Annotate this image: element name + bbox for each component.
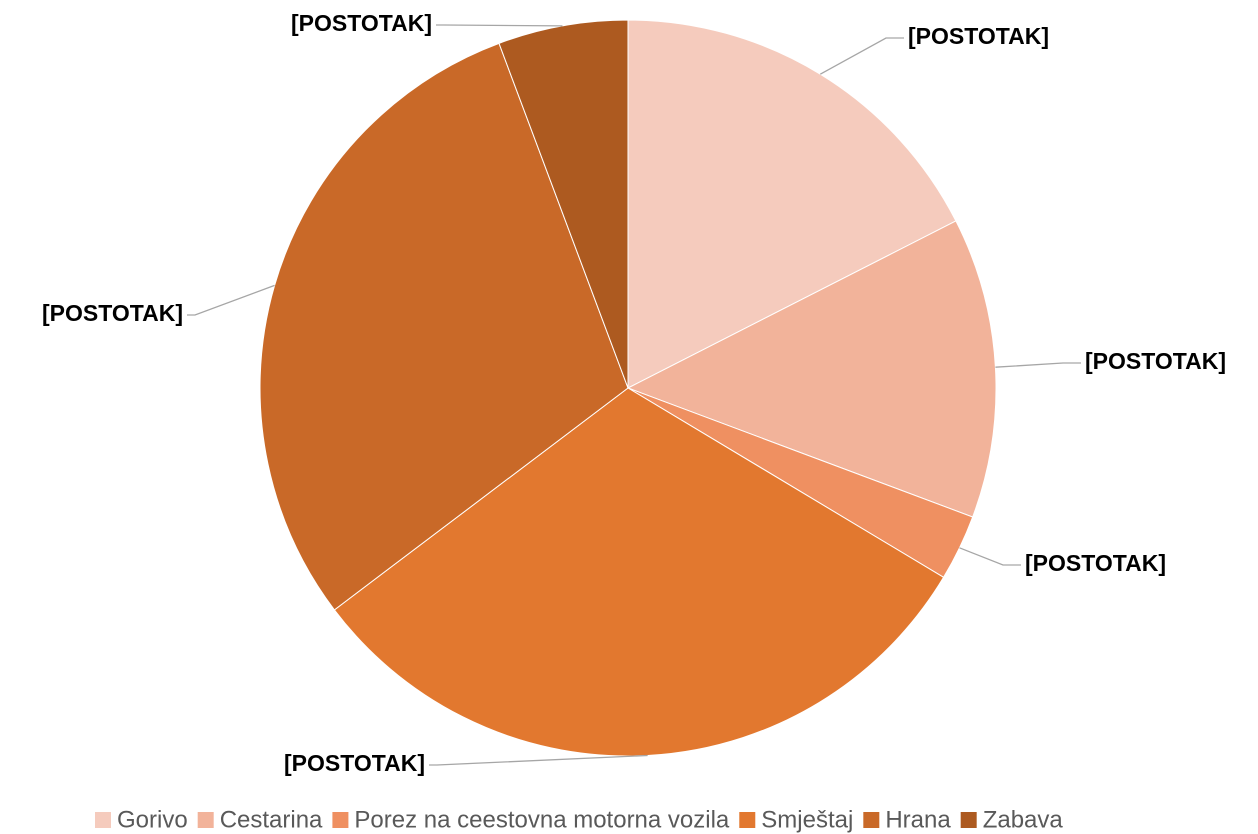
data-label: [POSTOTAK] — [1085, 348, 1226, 374]
leader-line — [429, 754, 648, 766]
legend-label: Porez na ceestovna motorna vozila — [354, 806, 730, 833]
data-label: [POSTOTAK] — [284, 750, 425, 776]
data-label: [POSTOTAK] — [291, 10, 432, 36]
legend-swatch — [739, 812, 756, 828]
legend-swatch — [960, 812, 977, 828]
data-label: [POSTOTAK] — [42, 300, 183, 326]
legend-swatch — [863, 812, 880, 828]
legend-swatch — [332, 812, 349, 828]
legend-swatch — [95, 812, 111, 828]
pie-slice — [498, 19, 629, 389]
pie-slice — [259, 42, 629, 611]
legend-label: Cestarina — [220, 806, 323, 833]
legend-label: Gorivo — [117, 806, 188, 833]
legend-label: Smještaj — [761, 806, 853, 833]
legend-label: Zabava — [983, 806, 1064, 833]
leader-line — [995, 362, 1081, 368]
leader-line — [187, 284, 275, 316]
legend-swatch — [197, 812, 214, 828]
data-label: [POSTOTAK] — [1025, 550, 1166, 576]
legend-label: Hrana — [885, 806, 951, 833]
leader-line — [819, 37, 904, 75]
data-label: [POSTOTAK] — [908, 23, 1049, 49]
pie-slice — [626, 220, 997, 518]
leader-line — [436, 24, 563, 27]
pie-slice — [627, 19, 957, 389]
leader-line — [959, 547, 1021, 566]
